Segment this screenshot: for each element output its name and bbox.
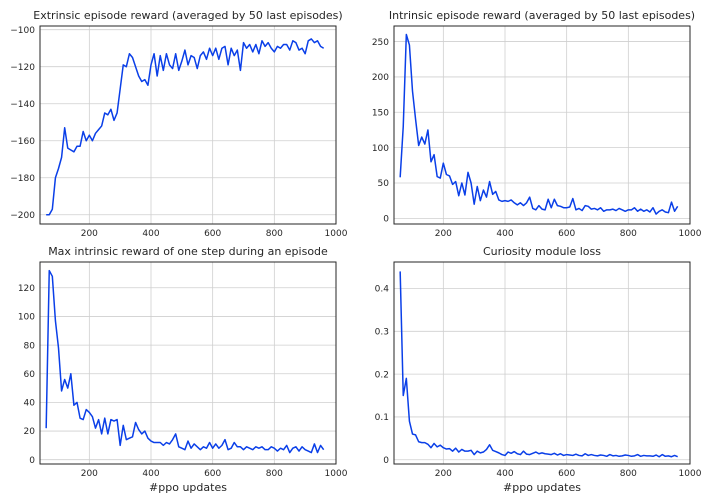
- series-line-1: [399, 271, 678, 458]
- x-tick-label: 1000: [679, 229, 702, 239]
- x-tick-label: 400: [142, 229, 159, 239]
- x-tick-label: 200: [81, 469, 98, 479]
- x-tick-label: 800: [266, 469, 283, 479]
- x-tick-label: 800: [620, 469, 637, 479]
- y-tick-label: 0.1: [375, 413, 389, 423]
- x-tick-label: 200: [81, 229, 98, 239]
- y-tick-label: 0: [383, 215, 389, 225]
- x-tick-label: 600: [204, 469, 221, 479]
- y-tick-label: 100: [18, 313, 35, 323]
- plot-frame: [393, 261, 691, 465]
- y-tick-label: 100: [372, 144, 389, 154]
- y-tick-label: −120: [10, 63, 35, 73]
- plot-frame: [39, 25, 337, 225]
- y-tick-label: 120: [18, 284, 35, 294]
- y-tick-label: 0: [383, 456, 389, 466]
- y-tick-label: 20: [24, 427, 36, 437]
- chart-panel-2: 200 400 600 800 1000 0 50 100 150 200 250 Intrinsic…: [372, 9, 702, 239]
- y-tick-label: 0: [29, 456, 35, 466]
- plot-frame: [393, 25, 691, 225]
- x-tick-label: 400: [496, 229, 513, 239]
- y-tick-label: 0.3: [375, 328, 389, 338]
- x-tick-label: 1000: [679, 469, 702, 479]
- x-tick-label: 200: [435, 229, 452, 239]
- x-tick-label: 800: [266, 229, 283, 239]
- x-tick-label: 600: [558, 229, 575, 239]
- y-tick-label: 40: [24, 399, 36, 409]
- x-tick-label: 600: [204, 229, 221, 239]
- chart-title: Extrinsic episode reward (averaged by 50…: [33, 9, 342, 22]
- y-tick-label: 50: [378, 179, 390, 189]
- x-tick-label: 800: [620, 229, 637, 239]
- x-tick-label: 400: [142, 469, 159, 479]
- series-line-1: [45, 269, 325, 454]
- y-tick-label: 250: [372, 38, 389, 48]
- x-tick-label: 1000: [325, 229, 348, 239]
- plot-frame: [39, 261, 337, 465]
- x-tick-label: 600: [558, 469, 575, 479]
- y-tick-label: 80: [24, 341, 36, 351]
- chart-title: Curiosity module loss: [483, 245, 601, 258]
- x-tick-label: 400: [496, 469, 513, 479]
- chart-panel-4: 200 400 600 800 1000 0 0.1 0.2 0.3 0.4 Curiosity m…: [375, 245, 702, 494]
- series-line-1: [46, 38, 325, 216]
- series-line-1: [399, 33, 679, 215]
- chart-panel-1: 200 400 600 800 1000 −200 −180 −160 −140 −120 −100…: [10, 9, 347, 239]
- x-tick-label: 1000: [325, 469, 348, 479]
- x-axis-label: #ppo updates: [149, 481, 227, 494]
- y-tick-label: −100: [10, 26, 35, 36]
- y-tick-label: −200: [10, 211, 35, 221]
- chart-title: Intrinsic episode reward (averaged by 50…: [389, 9, 695, 22]
- y-tick-label: −140: [10, 100, 35, 110]
- y-tick-label: 0.2: [375, 370, 389, 380]
- x-tick-label: 200: [435, 469, 452, 479]
- y-tick-label: 60: [24, 370, 36, 380]
- y-tick-label: 200: [372, 73, 389, 83]
- y-tick-label: −180: [10, 174, 35, 184]
- chart-panel-3: 200 400 600 800 1000 0 20 40 60 80 100 120 Max intri…: [18, 245, 348, 494]
- chart-title: Max intrinsic reward of one step during …: [48, 245, 328, 258]
- y-tick-label: −160: [10, 137, 35, 147]
- y-tick-label: 0.4: [375, 285, 390, 295]
- x-axis-label: #ppo updates: [503, 481, 581, 494]
- y-tick-label: 150: [372, 108, 389, 118]
